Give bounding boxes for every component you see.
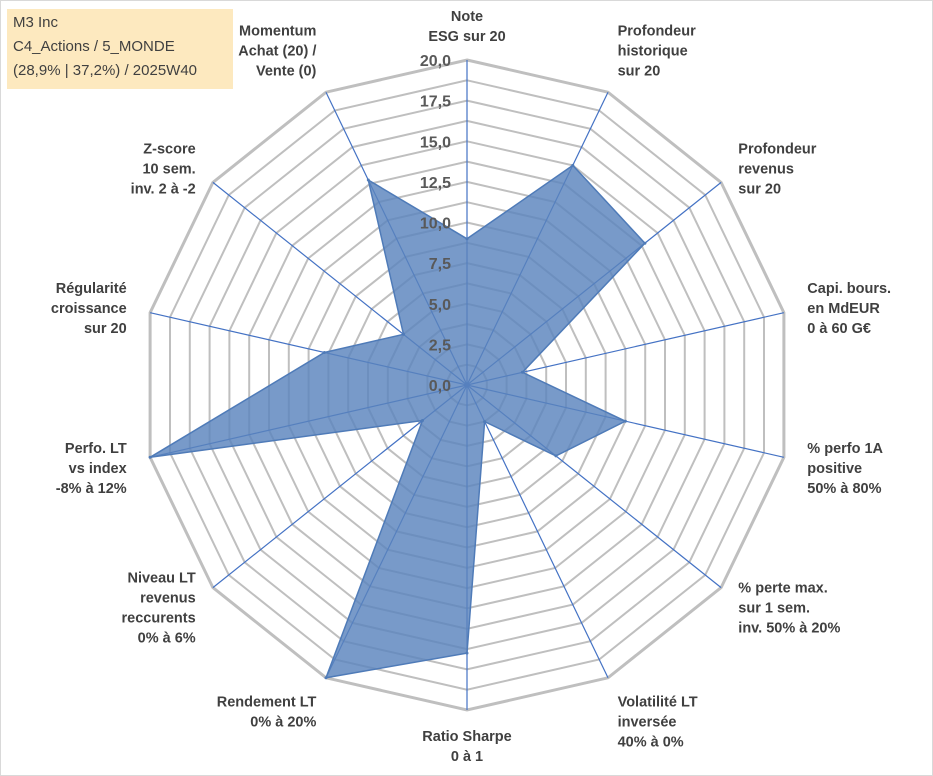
axis-label-line: Capi. bours. bbox=[807, 281, 891, 297]
axis-label-line: Régularité bbox=[56, 281, 127, 297]
axis-label-line: vs index bbox=[69, 461, 127, 477]
axis-label-line: ESG sur 20 bbox=[428, 29, 505, 45]
axis-label-line: Profondeur bbox=[618, 23, 696, 39]
series-point bbox=[366, 178, 370, 182]
axis-label: Z-score 10 sem. inv. 2 à -2 bbox=[131, 142, 196, 198]
axis-label-line: Perfo. LT bbox=[65, 441, 127, 457]
axis-label: Ratio Sharpe 0 à 1 bbox=[422, 729, 511, 765]
axis-label-line: -8% à 12% bbox=[56, 481, 127, 497]
axis-label-line: Profondeur bbox=[738, 142, 816, 158]
axis-label-line: % perte max. bbox=[738, 580, 827, 596]
portfolio-path: C4_Actions / 5_MONDE bbox=[13, 38, 175, 55]
r-tick-label: 2,5 bbox=[429, 337, 451, 354]
axis-label-line: 0 à 60 G€ bbox=[807, 321, 871, 337]
axis-label: Capi. bours. en MdEUR 0 à 60 G€ bbox=[807, 281, 891, 337]
axis-label-line: inversée bbox=[618, 715, 677, 731]
series-layer bbox=[148, 163, 647, 680]
series-point bbox=[322, 351, 326, 354]
axis-label-line: revenus bbox=[738, 162, 794, 178]
info-box: M3 Inc C4_Actions / 5_MONDE (28,9% | 37,… bbox=[7, 9, 233, 89]
axis-label-line: Niveau LT bbox=[127, 570, 195, 586]
series-point bbox=[571, 163, 575, 167]
axis-label-line: revenus bbox=[140, 590, 196, 606]
series-point bbox=[623, 419, 627, 423]
axis-label-line: 0 à 1 bbox=[451, 749, 483, 765]
axis-label-line: croissance bbox=[51, 301, 127, 317]
axis-label-line: historique bbox=[618, 43, 688, 59]
series-point bbox=[148, 455, 152, 459]
r-tick-label: 0,0 bbox=[429, 378, 451, 395]
axis-label-line: sur 20 bbox=[738, 182, 781, 198]
series-point bbox=[421, 419, 424, 422]
r-tick-label: 12,5 bbox=[420, 175, 451, 192]
axis-label: % perte max. sur 1 sem. inv. 50% à 20% bbox=[738, 580, 840, 636]
period-stats: (28,9% | 37,2%) / 2025W40 bbox=[13, 62, 197, 79]
axis-label-line: Volatilité LT bbox=[618, 695, 698, 711]
axis-label-line: inv. 2 à -2 bbox=[131, 182, 196, 198]
axis-label-line: 0% à 20% bbox=[250, 715, 316, 731]
series-point bbox=[554, 454, 558, 458]
r-tick-label: 10,0 bbox=[420, 216, 451, 233]
axis-label: Perfo. LT vs index -8% à 12% bbox=[56, 441, 127, 497]
axis-label-line: Momentum bbox=[239, 23, 316, 39]
series-point bbox=[324, 676, 328, 680]
series-point bbox=[465, 651, 469, 655]
tick-layer: 0,0 2,5 5,0 7,5 10,0 12,5 15,0 17,5 20,0 bbox=[420, 53, 451, 395]
axis-label-line: sur 20 bbox=[618, 63, 661, 79]
axis-label-line: Note bbox=[451, 9, 483, 25]
axis-label-line: % perfo 1A bbox=[807, 441, 883, 457]
axis-label-line: Ratio Sharpe bbox=[422, 729, 511, 745]
axis-label-line: Z-score bbox=[143, 142, 195, 158]
series-point bbox=[402, 332, 405, 336]
axis-label-line: 10 sem. bbox=[142, 162, 195, 178]
axis-label-line: en MdEUR bbox=[807, 301, 880, 317]
axis-label-line: Vente (0) bbox=[256, 63, 317, 79]
axis-label-line: 40% à 0% bbox=[618, 735, 684, 751]
axis-label-line: Rendement LT bbox=[217, 695, 317, 711]
axis-label-line: positive bbox=[807, 461, 862, 477]
axis-label: Note ESG sur 20 bbox=[428, 9, 505, 45]
axis-label: Profondeur historique sur 20 bbox=[618, 23, 696, 79]
axis-label-line: 50% à 80% bbox=[807, 481, 881, 497]
r-tick-label: 17,5 bbox=[420, 94, 451, 111]
r-tick-label: 20,0 bbox=[420, 53, 451, 70]
series-point bbox=[465, 237, 469, 241]
r-tick-label: 15,0 bbox=[420, 134, 451, 151]
axis-label: Volatilité LT inversée 40% à 0% bbox=[618, 695, 698, 751]
axis-label-line: sur 20 bbox=[84, 321, 127, 337]
axis-label-line: reccurents bbox=[122, 610, 196, 626]
r-tick-label: 7,5 bbox=[429, 256, 451, 273]
r-tick-label: 5,0 bbox=[429, 297, 451, 314]
series-point bbox=[643, 241, 647, 245]
axis-label: Momentum Achat (20) / Vente (0) bbox=[238, 23, 316, 79]
axis-label-line: inv. 50% à 20% bbox=[738, 620, 840, 636]
axis-label: Régularité croissance sur 20 bbox=[51, 281, 127, 337]
axis-label-line: 0% à 6% bbox=[138, 630, 196, 646]
axis-label: Profondeur revenus sur 20 bbox=[738, 142, 816, 198]
axis-spoke bbox=[466, 384, 609, 679]
axis-label-line: sur 1 sem. bbox=[738, 600, 810, 616]
axis-label: % perfo 1A positive 50% à 80% bbox=[807, 441, 883, 497]
axis-label: Rendement LT 0% à 20% bbox=[217, 695, 317, 731]
axis-label-line: Achat (20) / bbox=[238, 43, 316, 59]
axis-label: Niveau LT revenus reccurents 0% à 6% bbox=[122, 570, 196, 646]
company-name: M3 Inc bbox=[13, 14, 59, 31]
series-point bbox=[483, 420, 487, 424]
series-point bbox=[520, 370, 524, 374]
label-layer: Note ESG sur 20 Profondeur historique sur 20… bbox=[51, 9, 891, 765]
